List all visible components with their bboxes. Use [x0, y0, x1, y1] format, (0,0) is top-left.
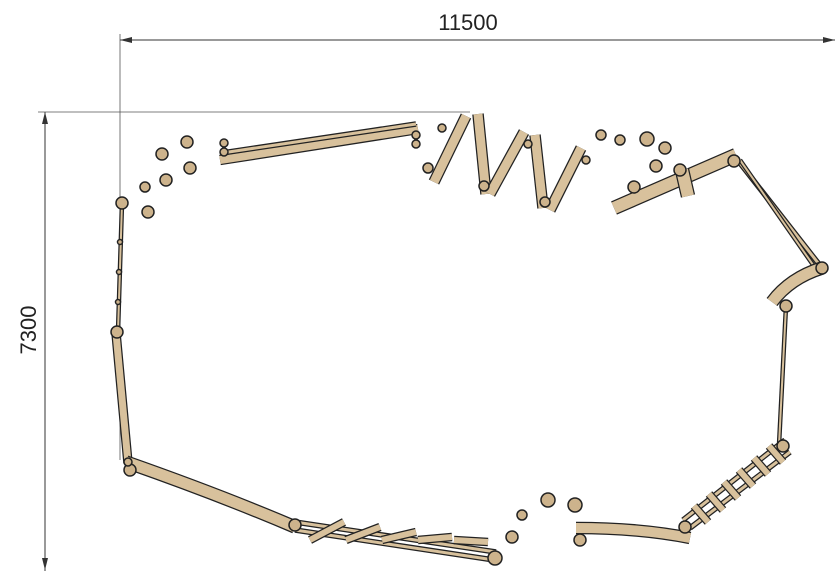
plank [453, 537, 489, 545]
post [581, 155, 591, 165]
plank [344, 524, 382, 543]
post [159, 173, 173, 187]
rung [706, 492, 726, 512]
post [539, 196, 551, 208]
post [114, 298, 122, 306]
log [611, 149, 739, 214]
log [221, 122, 417, 155]
rope [739, 159, 819, 273]
post [505, 530, 519, 544]
plank [381, 529, 417, 543]
post [180, 135, 194, 149]
post [487, 550, 503, 566]
post [779, 299, 793, 313]
post [727, 154, 741, 168]
log [112, 332, 132, 464]
log [124, 456, 298, 533]
post [155, 147, 169, 161]
log [429, 114, 471, 184]
post [649, 159, 663, 173]
log [486, 129, 528, 197]
post [478, 180, 490, 192]
post [639, 131, 655, 147]
dimensions: 11500 7300 [16, 10, 835, 571]
plank [308, 519, 346, 543]
log [530, 134, 548, 209]
rung [721, 480, 741, 500]
rung [736, 468, 756, 488]
rung [766, 444, 786, 464]
post [573, 533, 587, 547]
post [673, 163, 687, 177]
equipment [110, 113, 829, 566]
post [523, 139, 533, 149]
post [815, 261, 829, 275]
post [110, 325, 124, 339]
arrow [42, 112, 48, 124]
rope [778, 305, 787, 446]
post [139, 181, 151, 193]
post [422, 162, 434, 174]
post [595, 129, 607, 141]
arrow [823, 37, 835, 43]
width-label: 11500 [438, 10, 498, 35]
post [219, 138, 229, 148]
post [219, 147, 229, 157]
post [141, 205, 155, 219]
post [183, 161, 197, 175]
post [540, 492, 556, 508]
rung [751, 456, 771, 476]
post [516, 509, 528, 521]
plank [417, 534, 453, 543]
post [411, 139, 421, 149]
log [219, 125, 419, 164]
post [115, 268, 123, 276]
post [116, 238, 124, 246]
post [658, 141, 672, 155]
post [567, 497, 583, 513]
post [288, 518, 302, 532]
post [627, 180, 641, 194]
post [678, 520, 692, 534]
post [776, 439, 790, 453]
post [411, 130, 421, 140]
post [123, 457, 133, 467]
log [575, 523, 691, 543]
rope [117, 202, 123, 333]
post [437, 123, 447, 133]
rung [691, 504, 711, 524]
post [115, 196, 129, 210]
height-label: 7300 [16, 306, 41, 355]
arrow [120, 37, 132, 43]
log [545, 145, 586, 213]
arrow [42, 558, 48, 570]
post [614, 134, 626, 146]
